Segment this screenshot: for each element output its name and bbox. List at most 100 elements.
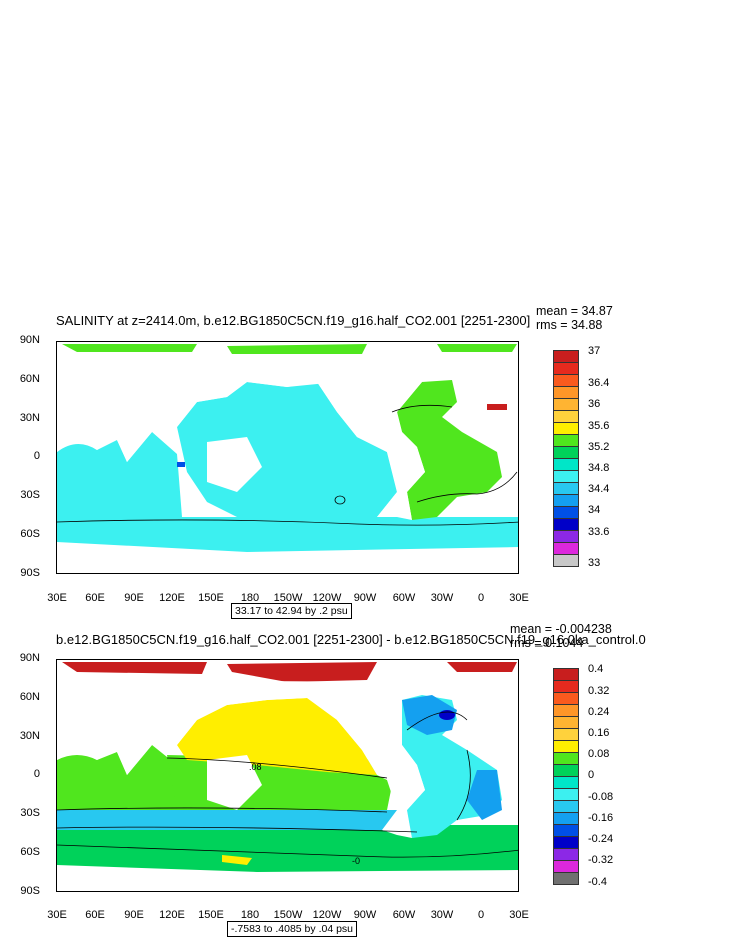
colorbar-label: 33 [588,557,601,569]
colorbar-label: 34 [588,504,601,516]
contour-line [391,404,453,413]
lon-label: 150E [198,592,224,604]
arctic-strip-east [227,344,367,354]
colorbar-label: -0.32 [588,854,614,866]
lat-label: 90N [19,652,40,664]
lon-label: 30E [509,592,529,604]
colorbar-label: -0.16 [588,812,614,824]
lon-label: 90E [124,909,144,921]
fresh-patch [177,462,185,467]
colorbar-label: 37 [588,345,601,357]
australia-land [207,755,262,810]
contour-label: -0 [352,856,360,866]
colorbar-label: 35.2 [588,441,610,453]
difference-colorbar [553,668,579,885]
colorbar-label: 0.32 [588,685,610,697]
lon-label: 90W [353,909,377,921]
lon-label: 60W [392,909,416,921]
colorbar-label: -0.4 [588,876,607,888]
mean-value: mean = -0.004238 [510,622,612,636]
lon-label: 150W [273,909,303,921]
lon-label: 30E [47,909,67,921]
lat-label: 60S [20,528,40,540]
arctic-strip-east [227,662,377,682]
colorbar-label: 33.6 [588,526,610,538]
lon-label: 180 [240,592,260,604]
africa-land [57,705,117,760]
indian-ocean-field [57,432,182,517]
arctic-strip [62,344,197,352]
lat-label: 30N [19,730,40,742]
lon-label: 90E [124,592,144,604]
north-atlantic-field [402,695,457,735]
lon-label: 0 [477,592,485,604]
salinity-colorbar [553,350,579,567]
contour-line [57,519,518,526]
contour-range-label: -.7583 to .4085 by .04 psu [227,921,358,937]
lon-label: 60E [85,909,105,921]
contour-line [57,844,518,858]
contour-line [57,807,388,813]
lat-label: 30N [19,412,40,424]
africa-land [57,392,117,452]
arctic-strip [62,662,207,674]
contour-line [456,749,471,821]
americas-land [317,382,425,520]
colorbar-label: 36.4 [588,377,610,389]
lat-label: 60S [20,846,40,858]
australia-land [207,437,262,492]
contour-line [166,757,388,779]
lat-label: 60N [19,373,40,385]
colorbar-label: 36 [588,398,601,410]
colorbar-label: 0.24 [588,706,610,718]
asia-land [117,680,397,775]
americas-land [337,700,425,838]
north-atlantic-core [439,710,455,720]
lat-label: 0 [33,450,40,462]
panel-title: SALINITY at z=2414.0m, b.e12.BG1850C5CN.… [56,313,531,328]
lon-label: 150E [198,909,224,921]
lat-label: 30S [20,489,40,501]
salinity-map [56,341,519,574]
lat-label: 90S [20,885,40,897]
contour-label: .08 [249,762,262,772]
pacific-ocean-field [177,698,377,775]
atlantic-deep-field [467,770,502,820]
colorbar-label: 35.6 [588,420,610,432]
lon-label: 60E [85,592,105,604]
rms-value: rms = 0.1044 [510,636,584,650]
lon-label: 120W [312,909,342,921]
arctic-strip-far [437,344,517,352]
contour-line [416,471,518,503]
colorbar-label: 34.4 [588,483,610,495]
lat-label: 30S [20,807,40,819]
contour-line [406,711,468,731]
lon-label: 30E [47,592,67,604]
colorbar-label: 0.08 [588,748,610,760]
arctic-strip-far [447,662,517,672]
lon-label: 30W [430,909,454,921]
lat-label: 60N [19,691,40,703]
mean-value: mean = 34.87 [536,304,613,318]
lat-label: 0 [33,768,40,780]
colorbar-swatch [553,554,579,567]
indian-ocean-field [57,745,182,810]
lon-label: 120E [159,909,185,921]
lat-label: 90N [19,334,40,346]
lon-label: 90W [353,592,377,604]
high-salinity-patch [487,404,507,410]
lon-label: 150W [273,592,303,604]
lat-label: 90S [20,567,40,579]
colorbar-label: 0 [588,769,595,781]
colorbar-label: 34.8 [588,462,610,474]
panel-title: b.e12.BG1850C5CN.f19_g16.half_CO2.001 [2… [56,632,646,647]
lon-label: 30E [509,909,529,921]
contour-range-label: 33.17 to 42.94 by .2 psu [231,603,352,619]
lon-label: 180 [240,909,260,921]
southern-band [57,810,417,830]
asia-land [117,362,387,462]
lon-label: 120E [159,592,185,604]
lon-label: 60W [392,592,416,604]
colorbar-label: -0.08 [588,791,614,803]
colorbar-label: 0.16 [588,727,610,739]
